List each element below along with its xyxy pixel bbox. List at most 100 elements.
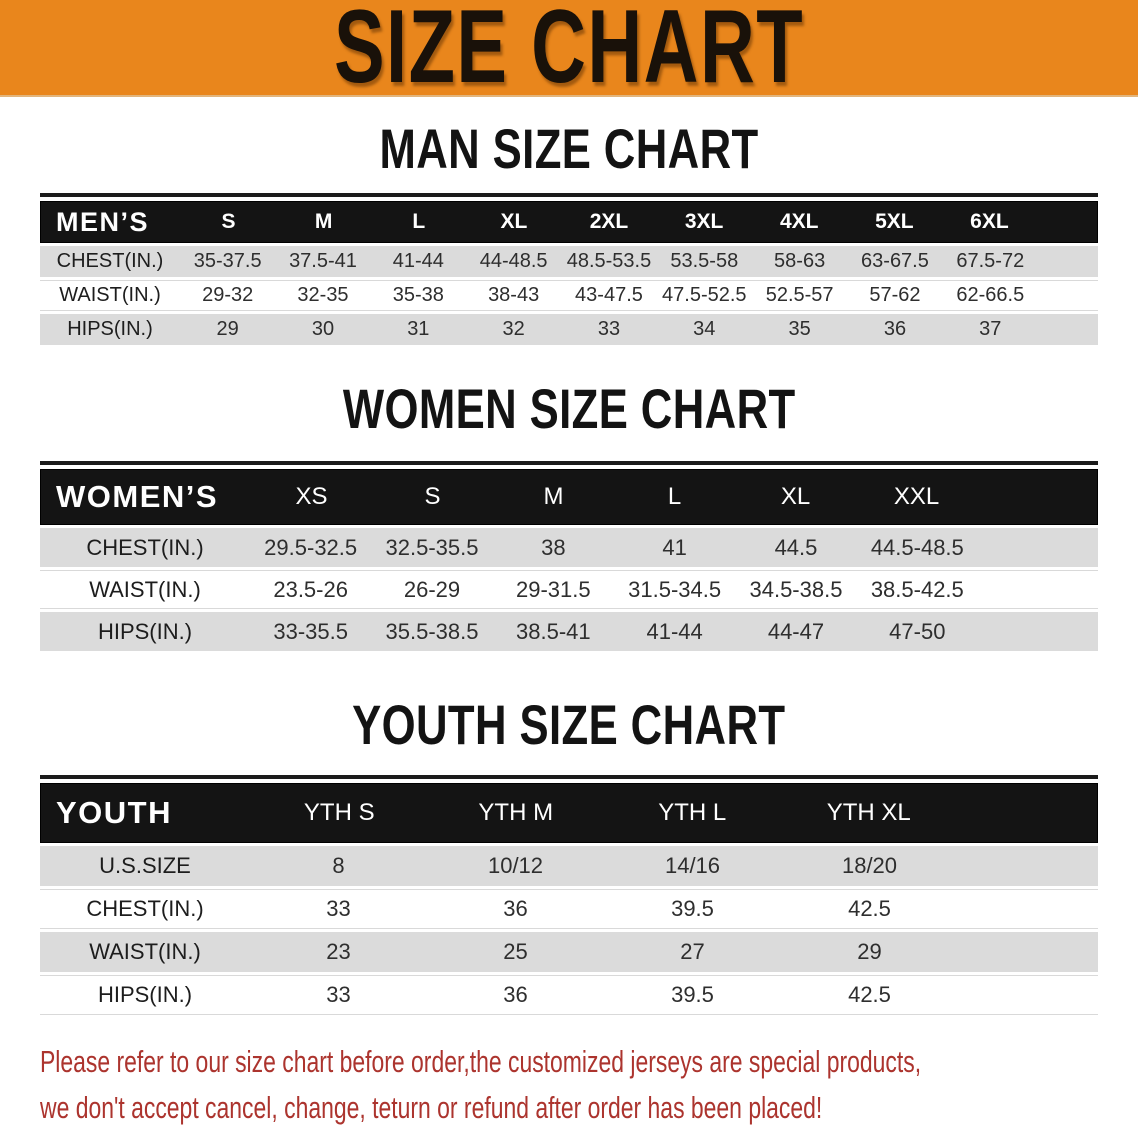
- table-row: U.S.SIZE 8 10/12 14/16 18/20: [40, 846, 1098, 886]
- measurement-value: 32.5-35.5: [385, 534, 479, 560]
- size-column-header: M: [314, 210, 333, 233]
- measurement-value: 35-37.5: [193, 250, 262, 272]
- measurement-label: HIPS(IN.): [97, 982, 193, 1007]
- measurement-value: 41-44: [392, 250, 444, 272]
- measurement-value: 29-32: [202, 284, 254, 306]
- table-row: HIPS(IN.) 29 30 31 32 33 34 35 36 37: [40, 314, 1098, 345]
- table-row: WAIST(IN.) 23 25 27 29: [40, 932, 1098, 972]
- measurement-value: 57-62: [869, 284, 921, 306]
- measurement-label: WAIST(IN.): [89, 939, 201, 964]
- size-column-header: S: [221, 210, 236, 233]
- size-column-header: XXL: [893, 483, 940, 510]
- size-section: YOUTH SIZE CHART YOUTH YTH S YTH M YTH L YT…: [0, 697, 1138, 1015]
- measurement-value: 32-35: [297, 284, 349, 306]
- measurement-value: 34: [693, 318, 716, 340]
- table-row: WAIST(IN.) 23.5-26 26-29 29-31.5 31.5-34.5 34…: [40, 570, 1098, 609]
- measurement-value: 67.5-72: [956, 250, 1025, 272]
- table-row: CHEST(IN.) 29.5-32.5 32.5-35.5 38 41 44.5 44.5…: [40, 528, 1098, 567]
- table-row: CHEST(IN.) 35-37.5 37.5-41 41-44 44-48.5 48.5…: [40, 246, 1098, 277]
- table-row: WAIST(IN.) 29-32 32-35 35-38 38-43 43-47.5 47.…: [40, 280, 1098, 311]
- measurement-value: 10/12: [487, 853, 544, 878]
- table-category-label: WOMEN’S: [56, 479, 219, 514]
- measurement-value: 33-35.5: [273, 618, 348, 644]
- measurement-value: 30: [311, 318, 335, 340]
- size-column-header: XL: [780, 483, 811, 510]
- banner: SIZE CHART: [0, 0, 1138, 98]
- measurement-value: 62-66.5: [956, 284, 1025, 306]
- size-table: WOMEN’S XS S M L XL XXL CHEST(IN.) 29.5-32.5 32…: [40, 461, 1098, 651]
- size-column-header: L: [412, 210, 426, 233]
- table-header-row: WOMEN’S XS S M L XL XXL: [40, 469, 1098, 525]
- table-row: HIPS(IN.) 33-35.5 35.5-38.5 38.5-41 41-44 44-…: [40, 612, 1098, 651]
- section-heading: WOMEN SIZE CHART: [0, 381, 1138, 437]
- measurement-value: 31: [407, 318, 430, 340]
- table-header-row: YOUTH YTH S YTH M YTH L YTH XL: [40, 783, 1098, 843]
- measurement-value: 53.5-58: [670, 250, 739, 272]
- size-table: YOUTH YTH S YTH M YTH L YTH XL U.S.SIZE 8 10/…: [40, 775, 1098, 1015]
- measurement-label: WAIST(IN.): [59, 284, 161, 306]
- size-table: MEN’S S M L XL 2XL 3XL 4XL 5XL 6XL CHEST(IN.) 35-…: [40, 193, 1098, 345]
- size-column-header: XL: [500, 210, 528, 233]
- measurement-label: WAIST(IN.): [89, 576, 201, 602]
- measurement-value: 29.5-32.5: [264, 534, 358, 560]
- measurement-value: 36: [503, 896, 528, 921]
- size-column-header: 4XL: [779, 210, 819, 233]
- footer-line-1: Please refer to our size chart before or…: [40, 1044, 922, 1079]
- measurement-value: 48.5-53.5: [566, 250, 652, 272]
- size-column-header: 6XL: [970, 210, 1009, 233]
- size-column-header: YTH S: [303, 799, 375, 826]
- size-column-header: L: [667, 483, 682, 510]
- measurement-value: 47-50: [889, 618, 946, 644]
- measurement-value: 43-47.5: [575, 284, 643, 306]
- measurement-value: 38.5-42.5: [870, 576, 964, 602]
- size-column-header: YTH M: [478, 799, 554, 826]
- measurement-value: 42.5: [848, 982, 891, 1007]
- measurement-value: 44-48.5: [479, 250, 548, 272]
- table-top-rule: [40, 775, 1098, 779]
- size-column-header: 2XL: [589, 210, 629, 233]
- measurement-value: 37: [979, 318, 1002, 340]
- measurement-value: 44.5: [774, 534, 818, 560]
- size-column-header: M: [543, 483, 564, 510]
- measurement-value: 31.5-34.5: [628, 576, 722, 602]
- size-section: MAN SIZE CHART MEN’S S M L XL 2XL 3XL 4XL 5XL 6X…: [0, 121, 1138, 345]
- sections-container: MAN SIZE CHART MEN’S S M L XL 2XL 3XL 4XL 5XL 6X…: [0, 121, 1138, 1015]
- measurement-value: 42.5: [848, 896, 891, 921]
- measurement-value: 38-43: [488, 284, 540, 306]
- measurement-label: CHEST(IN.): [56, 250, 164, 272]
- table-top-rule: [40, 461, 1098, 465]
- measurement-value: 52.5-57: [765, 284, 834, 306]
- measurement-label: CHEST(IN.): [86, 534, 204, 560]
- measurement-value: 63-67.5: [861, 250, 929, 272]
- table-header-row: MEN’S S M L XL 2XL 3XL 4XL 5XL 6XL: [40, 201, 1098, 243]
- measurement-value: 14/16: [664, 853, 721, 878]
- measurement-value: 33: [326, 896, 351, 921]
- measurement-value: 38: [541, 534, 566, 560]
- table-category-label: MEN’S: [56, 206, 150, 237]
- section-heading-text: WOMEN SIZE CHART: [342, 377, 796, 440]
- measurement-value: 27: [680, 939, 705, 964]
- measurement-value: 26-29: [403, 576, 461, 602]
- measurement-value: 35-38: [392, 284, 444, 306]
- footer-line-2: we don't accept cancel, change, teturn o…: [40, 1090, 823, 1125]
- measurement-value: 44.5-48.5: [870, 534, 964, 560]
- measurement-label: U.S.SIZE: [99, 853, 191, 878]
- size-column-header: S: [424, 483, 441, 510]
- measurement-value: 29: [216, 318, 239, 340]
- size-column-header: XS: [295, 483, 328, 510]
- measurement-value: 25: [503, 939, 528, 964]
- measurement-value: 29: [857, 939, 882, 964]
- table-category-label: YOUTH: [56, 795, 172, 830]
- section-heading-text: YOUTH SIZE CHART: [352, 693, 786, 756]
- measurement-value: 41: [662, 534, 687, 560]
- measurement-value: 8: [332, 853, 345, 878]
- size-column-header: YTH XL: [826, 799, 911, 826]
- measurement-value: 39.5: [671, 982, 714, 1007]
- measurement-value: 23: [326, 939, 351, 964]
- table-top-rule: [40, 193, 1098, 197]
- size-column-header: 3XL: [684, 210, 724, 233]
- measurement-value: 33: [597, 318, 621, 340]
- table-row: CHEST(IN.) 33 36 39.5 42.5: [40, 889, 1098, 929]
- measurement-value: 35: [788, 318, 811, 340]
